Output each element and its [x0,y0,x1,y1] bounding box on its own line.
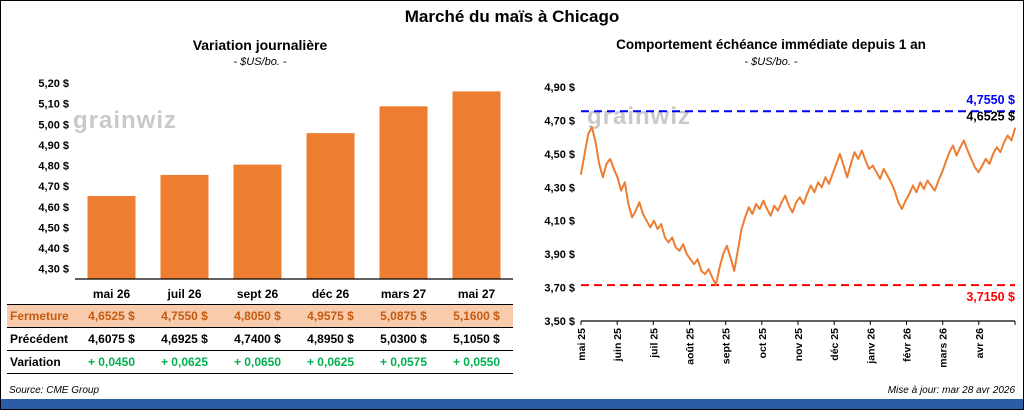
line-xtick-label: sept 25 [721,328,733,364]
line-xtick-label: janv 26 [865,328,877,365]
bar-ytick-label: 4,70 $ [38,181,69,193]
bar-ytick-label: 5,20 $ [38,78,69,90]
price-cell: 4,6525 $ [88,309,135,323]
contract-label: mars 27 [380,286,427,301]
bar-ytick-label: 4,90 $ [38,140,69,152]
line-ytick-label: 4,50 $ [544,149,575,161]
price-cell: 5,1600 $ [453,309,500,323]
price-cell: 4,8050 $ [234,309,281,323]
footer-bar [1,399,1023,409]
bar-mai 26 [87,196,136,279]
price-cell: 4,9575 $ [307,309,354,323]
table-row-fermeture: Fermeture 4,6525 $ 4,7550 $ 4,8050 $ 4,9575 … [7,305,513,328]
price-cell: 5,0300 $ [380,332,427,346]
contract-label: sept 26 [236,286,279,301]
price-cell: + 0,0625 [306,355,355,369]
price-cell: + 0,0450 [87,355,136,369]
bar-ytick-label: 5,10 $ [38,99,69,111]
row-label-fermeture: Fermeture [10,309,69,323]
line-ytick-label: 4,30 $ [544,182,575,194]
bar-ytick-label: 5,00 $ [38,119,69,131]
line-xtick-label: juin 25 [612,328,624,362]
page-title: Marché du maïs à Chicago [404,7,620,26]
reference-label-high: 4,7550 $ [966,93,1015,107]
price-cell: + 0,0550 [452,355,501,369]
line-ytick-label: 3,70 $ [544,283,575,295]
line-xtick-label: juil 25 [648,328,660,359]
line-xtick-label: oct 25 [757,328,769,359]
bar-déc 26 [306,133,355,279]
price-cell: 4,6925 $ [161,332,208,346]
bar-chart-title: Variation journalière [192,37,328,53]
updated-note: Mise à jour: mar 28 avr 2026 [887,385,1015,396]
reference-label-low: 3,7150 $ [966,290,1015,304]
line-chart-title: Comportement échéance immédiate depuis 1… [616,37,926,52]
contract-label: mai 26 [92,286,131,301]
bar-mai 27 [452,91,501,280]
line-xtick-label: nov 25 [793,328,805,361]
contract-label: mai 27 [457,286,496,301]
line-ytick-label: 3,50 $ [544,316,575,328]
bar-ytick-label: 4,50 $ [38,223,69,235]
bar-ytick-label: 4,40 $ [38,243,69,255]
line-ytick-label: 4,90 $ [544,82,575,94]
row-label-variation: Variation [10,355,61,369]
table-row-precedent: Précédent 4,6075 $ 4,6925 $ 4,7400 $ 4,8950 … [7,328,513,351]
price-cell: 4,7550 $ [161,309,208,323]
bar-ytick-label: 4,30 $ [38,264,69,276]
price-cell: 5,0875 $ [380,309,427,323]
price-cell: + 0,0575 [379,355,428,369]
line-xtick-label: déc 25 [829,328,841,361]
bar-chart: 5,20 $ 5,10 $ 5,00 $ 4,90 $ 4,80 $ 4,70 $ 4,60… [38,78,513,280]
bar-ytick-label: 4,80 $ [38,161,69,173]
line-chart: 4,90 $ 4,70 $ 4,50 $ 4,30 $ 4,10 $ 3,90 $ 3,70… [544,82,1016,368]
line-chart-subtitle: - $US/bo. - [744,56,798,68]
price-cell: 4,6075 $ [88,332,135,346]
bar-chart-subtitle: - $US/bo. - [233,56,287,68]
table-row-variation: Variation + 0,0450 + 0,0625 + 0,0650 + 0,062… [7,351,513,374]
bar-juil 26 [160,174,209,279]
price-line [580,126,1016,287]
line-ytick-label: 3,90 $ [544,249,575,261]
bar-sept 26 [233,164,282,279]
price-cell: 4,7400 $ [234,332,281,346]
contract-header-row: mai 26 juil 26 sept 26 déc 26 mars 27 mai 27 [7,283,513,305]
price-cell: 5,1050 $ [453,332,500,346]
line-ytick-label: 4,10 $ [544,216,575,228]
contract-label: juil 26 [167,286,202,301]
line-xtick-label: avr 26 [974,328,986,359]
contract-label: déc 26 [311,286,350,301]
line-xtick-label: août 25 [685,328,697,365]
grainwiz-watermark-left: grainwiz [73,107,178,134]
bar-ytick-label: 4,60 $ [38,202,69,214]
line-xtick-label: mars 26 [938,328,950,368]
bar-mars 27 [379,106,428,279]
line-xtick-label: févr 26 [902,328,914,362]
grainwiz-watermark-right: grainwiz [587,103,692,130]
price-cell: + 0,0625 [160,355,209,369]
price-cell: 4,8950 $ [307,332,354,346]
row-label-precedent: Précédent [10,332,69,346]
price-cell: + 0,0650 [233,355,282,369]
line-ytick-label: 4,70 $ [544,115,575,127]
source-note: Source: CME Group [9,385,100,396]
last-price-label: 4,6525 $ [966,109,1015,123]
line-xtick-label: mai 25 [576,328,588,361]
price-table: mai 26 juil 26 sept 26 déc 26 mars 27 mai 27 F… [7,283,513,374]
